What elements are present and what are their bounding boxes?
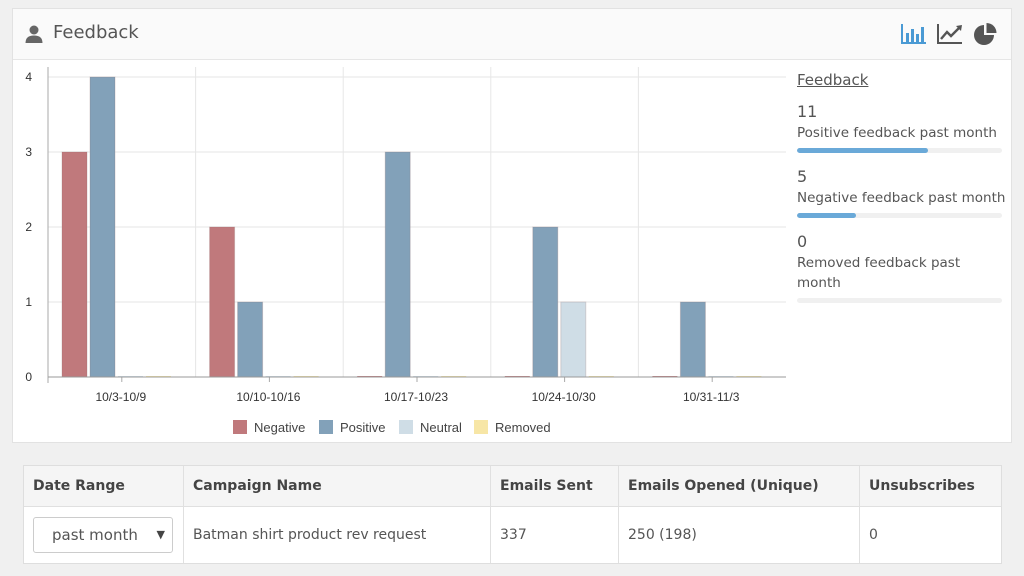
stat-progress-fill	[797, 213, 857, 218]
panel-header: Feedback	[13, 9, 1011, 60]
legend-label-removed: Removed	[495, 420, 551, 435]
header-emails-sent: Emails Sent	[490, 466, 619, 507]
x-tick-label: 10/3-10/9	[95, 390, 146, 404]
unsubscribes-cell: 0	[869, 526, 878, 543]
bar-negative	[61, 151, 88, 378]
feedback-panel: Feedback 0 1 2 3 4 10/3-10/9 10/10-10/16 10/17-…	[12, 8, 1012, 443]
header-date-range: Date Range	[24, 466, 184, 507]
panel-title: Feedback	[53, 22, 139, 43]
bar-positive	[679, 301, 706, 378]
y-tick-label: 2	[25, 220, 32, 234]
bar-positive	[532, 226, 559, 378]
stat-label: Negative feedback past month	[797, 190, 1006, 206]
y-tick-label: 4	[25, 70, 32, 84]
table-header-row: Date Range Campaign Name Emails Sent Ema…	[24, 466, 1001, 507]
y-tick-label: 1	[25, 295, 32, 309]
stat-value: 11	[797, 102, 818, 121]
date-range-select[interactable]: past month ▼	[33, 516, 173, 553]
x-tick-label: 10/31-11/3	[683, 390, 740, 404]
header-unsubscribes: Unsubscribes	[859, 466, 1001, 507]
line-chart-icon[interactable]	[936, 21, 964, 47]
feedback-bar-chart: 0 1 2 3 4 10/3-10/9 10/10-10/16 10/17-10/23 10/2…	[25, 67, 786, 435]
stat-item: 5 Negative feedback past month	[797, 167, 1007, 218]
emails-opened-cell: 250 (198)	[618, 506, 860, 563]
legend-label-positive: Positive	[340, 420, 386, 435]
date-range-cell: past month ▼	[24, 506, 184, 563]
stat-progress-bar	[797, 148, 1002, 153]
stat-progress-fill	[797, 148, 929, 153]
bar-positive	[89, 76, 116, 378]
legend-swatch-negative	[233, 420, 247, 434]
user-icon	[25, 25, 43, 43]
stat-item: 0 Removed feedback past month	[797, 232, 1007, 303]
header-campaign-name: Campaign Name	[183, 466, 491, 507]
stat-progress-bar	[797, 213, 1002, 218]
summary-title[interactable]: Feedback	[797, 71, 869, 89]
legend-swatch-removed	[474, 420, 488, 434]
campaign-name-cell: Batman shirt product rev request	[183, 506, 491, 563]
date-range-value: past month	[52, 525, 138, 544]
stat-label: Removed feedback past month	[797, 255, 961, 291]
x-tick-label: 10/10-10/16	[236, 390, 300, 404]
stat-value: 0	[797, 232, 808, 251]
y-tick-label: 0	[25, 370, 32, 384]
bar-positive	[384, 151, 411, 378]
table-row: past month ▼ Batman shirt product rev re…	[24, 506, 1001, 563]
header-emails-opened: Emails Opened (Unique)	[618, 466, 860, 507]
emails-sent-cell: 337	[490, 506, 619, 563]
stat-label: Positive feedback past month	[797, 125, 997, 141]
x-tick-label: 10/17-10/23	[384, 390, 448, 404]
stat-progress-bar	[797, 298, 1002, 303]
x-tick-label: 10/24-10/30	[532, 390, 596, 404]
legend-label-neutral: Neutral	[420, 420, 462, 435]
bar-neutral	[560, 301, 587, 378]
legend-label-negative: Negative	[254, 420, 305, 435]
stat-item: 11 Positive feedback past month	[797, 102, 1007, 153]
bar-positive	[237, 301, 264, 378]
campaign-table: Date Range Campaign Name Emails Sent Ema…	[23, 465, 1002, 564]
y-tick-label: 3	[25, 145, 32, 159]
bar-chart-icon[interactable]	[900, 21, 928, 47]
legend-swatch-neutral	[399, 420, 413, 434]
pie-chart-icon[interactable]	[972, 21, 1000, 47]
bar-negative	[209, 226, 236, 378]
feedback-summary: Feedback 11 Positive feedback past month 5…	[797, 71, 1007, 317]
legend-swatch-positive	[319, 420, 333, 434]
stat-value: 5	[797, 167, 808, 186]
caret-down-icon: ▼	[156, 527, 165, 541]
